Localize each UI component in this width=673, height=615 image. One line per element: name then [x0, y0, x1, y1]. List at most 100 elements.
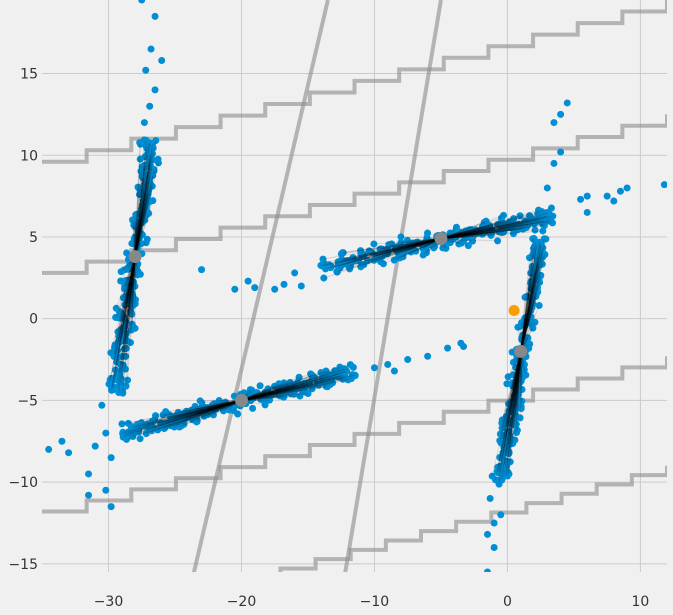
data-point — [118, 420, 126, 428]
cluster-line — [194, 399, 242, 407]
cluster-line — [352, 238, 442, 259]
cluster-line — [241, 374, 313, 401]
cluster-line — [191, 399, 242, 411]
boundary-line — [42, 356, 667, 514]
cluster-line — [440, 217, 502, 240]
data-point — [338, 256, 346, 264]
cluster-line — [134, 187, 139, 257]
data-point — [409, 246, 417, 254]
cluster-line — [501, 351, 522, 481]
data-point — [65, 449, 73, 457]
cluster-line — [241, 378, 344, 401]
cluster-line — [241, 376, 328, 401]
cluster-line — [194, 399, 242, 415]
cluster-line — [440, 221, 552, 240]
data-point — [204, 404, 212, 412]
cluster-line — [440, 221, 502, 240]
cluster-line — [171, 399, 242, 421]
cluster-line — [153, 399, 242, 429]
cluster-line — [342, 238, 442, 254]
cluster-line — [516, 351, 522, 433]
data-point — [528, 218, 536, 226]
cluster-line — [137, 399, 242, 426]
cluster-line — [520, 351, 522, 409]
centroid-point — [234, 393, 248, 407]
cluster-line — [503, 351, 522, 437]
cluster-line — [241, 384, 278, 401]
cluster-line — [180, 399, 242, 422]
cluster-line — [196, 399, 242, 416]
cluster-line — [136, 399, 242, 428]
cluster-line — [520, 293, 537, 352]
cluster-line — [520, 269, 536, 352]
cluster-line — [134, 202, 145, 257]
cluster-line — [124, 256, 136, 337]
data-point — [540, 215, 548, 223]
cluster-line — [440, 223, 519, 240]
cluster-line — [241, 392, 286, 401]
cluster-line — [514, 351, 522, 398]
cluster-line — [241, 370, 335, 401]
data-point — [145, 139, 153, 147]
cluster-line — [520, 282, 541, 352]
cluster-line — [196, 399, 242, 414]
cluster-line — [440, 222, 553, 240]
cluster-line — [151, 399, 242, 422]
cluster-line — [321, 238, 442, 267]
data-point — [309, 372, 317, 380]
cluster-line — [440, 229, 493, 240]
cluster-line — [134, 213, 150, 257]
cluster-line — [202, 399, 242, 411]
cluster-line — [502, 351, 522, 439]
data-point — [557, 148, 565, 156]
data-point — [557, 110, 565, 118]
cluster-line — [376, 238, 442, 258]
data-point — [504, 472, 512, 480]
cluster-line — [134, 183, 146, 257]
cluster-line — [154, 399, 242, 421]
cluster-line — [165, 399, 242, 413]
cluster-line — [241, 393, 309, 401]
data-point — [348, 256, 356, 264]
cluster-line — [440, 217, 540, 240]
cluster-line — [241, 393, 294, 401]
cluster-line — [440, 226, 490, 240]
cluster-line — [134, 170, 155, 257]
data-point — [329, 379, 337, 387]
cluster-line — [117, 256, 136, 345]
data-point — [143, 235, 151, 243]
data-point — [122, 352, 130, 360]
data-point — [488, 472, 496, 480]
cluster-line — [520, 264, 539, 352]
cluster-line — [132, 399, 242, 428]
cluster-line — [241, 368, 345, 401]
cluster-line — [241, 384, 296, 401]
cluster-line — [515, 351, 522, 406]
cluster-line — [134, 163, 149, 257]
cluster-line — [134, 200, 154, 257]
cluster-line — [343, 238, 442, 254]
cluster-line — [376, 238, 442, 256]
cluster-line — [241, 381, 298, 401]
data-point — [547, 204, 555, 212]
cluster-line — [513, 351, 522, 396]
x-tick-label: 10 — [631, 594, 649, 610]
cluster-line — [166, 399, 242, 424]
cluster-line — [165, 399, 242, 425]
cluster-line — [369, 238, 442, 252]
cluster-line — [134, 202, 150, 257]
cluster-line — [499, 351, 522, 458]
data-point — [511, 397, 519, 405]
cluster-line — [178, 399, 242, 413]
cluster-line — [398, 238, 442, 259]
cluster-line — [508, 351, 522, 413]
cluster-line — [241, 391, 281, 401]
data-point — [403, 243, 411, 251]
cluster-line — [146, 399, 242, 434]
cluster-line — [117, 256, 136, 387]
cluster-line — [124, 256, 136, 335]
cluster-line — [495, 351, 522, 481]
cluster-line — [509, 351, 522, 437]
cluster-line — [499, 351, 522, 441]
cluster-line — [186, 399, 242, 412]
